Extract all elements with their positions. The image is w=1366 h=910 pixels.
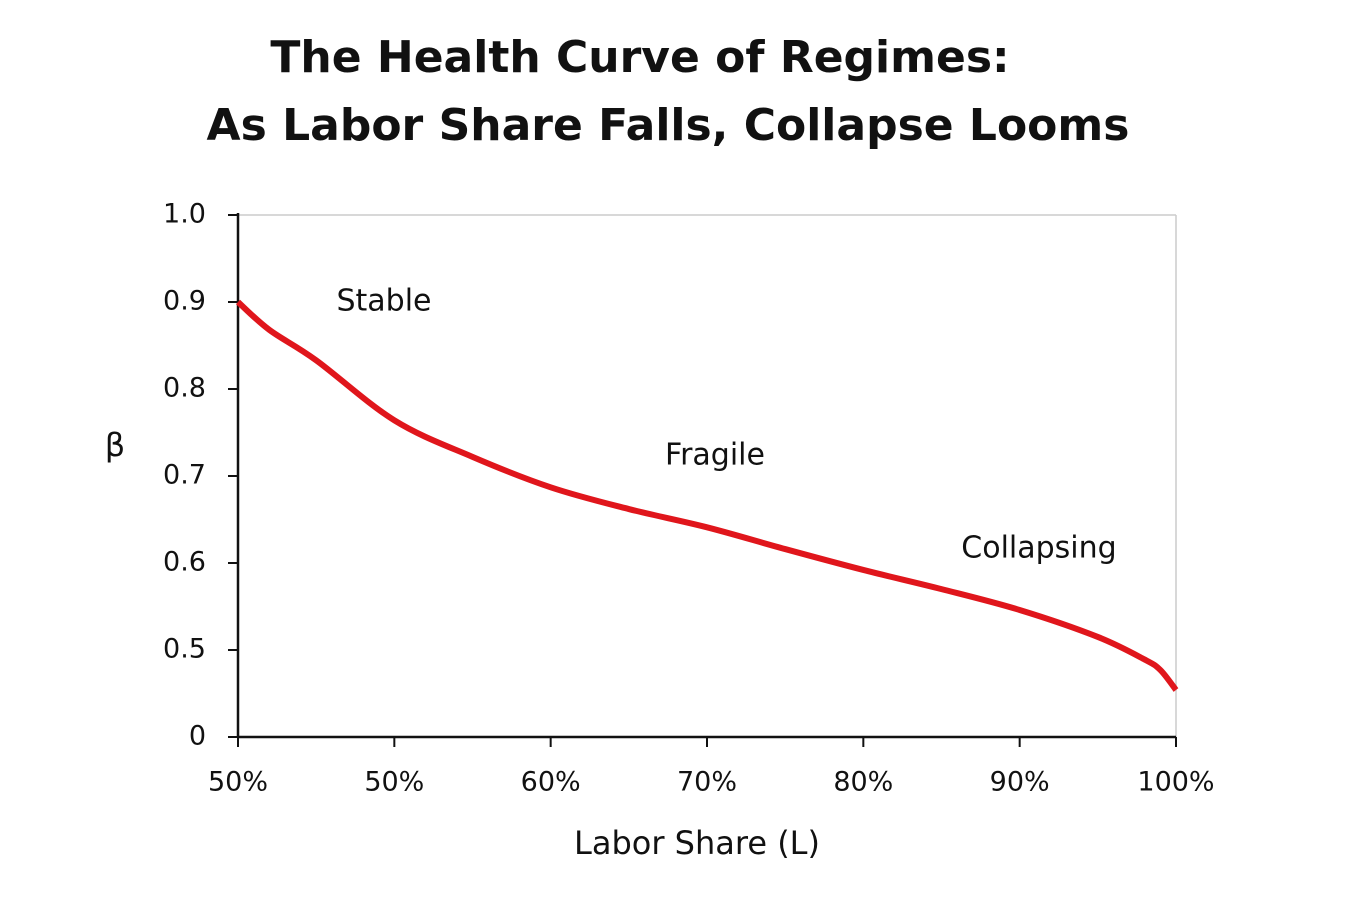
line-series: [235, 299, 1179, 692]
x-tick-label: 60%: [521, 767, 581, 798]
chart-title: The Health Curve of Regimes:: [270, 32, 1009, 83]
x-axis-label: Labor Share (L): [574, 824, 820, 862]
annotation: Collapsing: [961, 531, 1116, 566]
y-tick-label: 1.0: [163, 199, 206, 230]
x-tick-label: 50%: [208, 767, 268, 798]
y-tick-label: 0.6: [163, 547, 206, 578]
annotation: Stable: [336, 284, 431, 319]
y-axis-label: β: [105, 426, 125, 464]
y-tick-label: 0.5: [163, 634, 206, 665]
y-tick-label: 0.8: [163, 373, 206, 404]
annotation: Fragile: [665, 438, 765, 473]
y-tick-label: 0.9: [163, 286, 206, 317]
x-tick-label: 90%: [990, 767, 1050, 798]
x-tick-label: 50%: [364, 767, 424, 798]
x-tick-label: 100%: [1137, 767, 1214, 798]
y-tick-label: 0.7: [163, 460, 206, 491]
x-tick-label: 80%: [833, 767, 893, 798]
chart-title: As Labor Share Falls, Collapse Looms: [207, 100, 1130, 151]
x-tick-label: 70%: [677, 767, 737, 798]
y-tick-label: 0: [189, 721, 206, 752]
